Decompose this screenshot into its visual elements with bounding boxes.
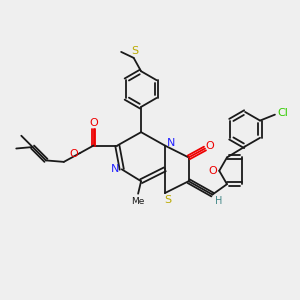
- Text: Me: Me: [131, 196, 145, 206]
- Text: S: S: [164, 195, 171, 205]
- Text: N: N: [111, 164, 119, 174]
- Text: Cl: Cl: [278, 108, 288, 118]
- Text: H: H: [215, 196, 222, 206]
- Text: O: O: [206, 141, 214, 152]
- Text: O: O: [70, 149, 79, 160]
- Text: O: O: [208, 166, 217, 176]
- Text: O: O: [90, 118, 98, 128]
- Text: S: S: [132, 46, 139, 56]
- Text: N: N: [167, 138, 176, 148]
